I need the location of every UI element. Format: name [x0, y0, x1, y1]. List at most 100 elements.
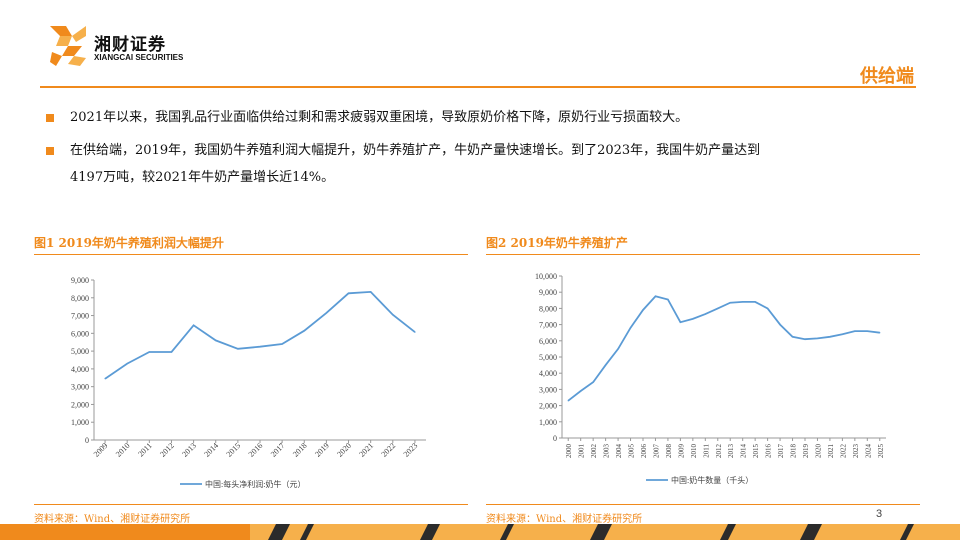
- data-point: [567, 400, 569, 402]
- x-tick-label: 2010: [114, 441, 132, 459]
- x-tick-label: 2019: [802, 444, 810, 459]
- y-tick-label: 9,000: [71, 276, 89, 285]
- x-tick-label: 2003: [603, 444, 611, 459]
- x-tick-label: 2023: [852, 444, 860, 459]
- data-point: [866, 330, 868, 332]
- x-tick-label: 2021: [357, 441, 375, 459]
- x-tick-label: 2021: [827, 444, 835, 459]
- y-tick-label: 1,000: [71, 418, 89, 427]
- data-point: [104, 378, 106, 380]
- y-tick-label: 1,000: [539, 418, 557, 427]
- x-tick-label: 2013: [180, 441, 198, 459]
- x-tick-label: 2012: [158, 441, 176, 459]
- data-point: [126, 362, 128, 365]
- series-line: [104, 290, 416, 380]
- data-point: [754, 301, 756, 303]
- data-point: [854, 330, 856, 332]
- data-point: [704, 313, 706, 315]
- y-tick-label: 9,000: [539, 288, 557, 297]
- data-point: [841, 333, 843, 335]
- x-tick-label: 2011: [702, 444, 710, 458]
- x-tick-label: 2007: [652, 444, 660, 459]
- data-point: [729, 302, 731, 304]
- data-point: [692, 318, 694, 320]
- source-1-divider: [34, 504, 468, 505]
- y-tick-label: 6,000: [539, 337, 557, 346]
- data-point: [829, 336, 831, 338]
- source-2-divider: [486, 504, 920, 505]
- chart-1: 0 1,000 2,000 3,000 4,000 5,000 6,000 7,000 8,00…: [71, 276, 426, 489]
- x-tick-label: 2020: [335, 441, 353, 459]
- y-tick-label: 5,000: [71, 347, 89, 356]
- data-point: [791, 336, 794, 338]
- data-point: [392, 314, 394, 316]
- x-tick-label: 2015: [225, 441, 243, 459]
- x-tick-label: 2018: [291, 441, 309, 459]
- y-tick-label: 8,000: [539, 304, 557, 313]
- y-tick-label: 3,000: [71, 383, 89, 392]
- data-point: [642, 309, 644, 311]
- data-point: [281, 343, 283, 345]
- y-tick-label: 7,000: [71, 312, 89, 321]
- bullet-square-icon: [46, 147, 54, 155]
- x-tick-label: 2005: [628, 444, 636, 459]
- data-point: [654, 295, 657, 297]
- x-tick-label: 2014: [202, 441, 220, 459]
- legend-label: 中国:每头净利润:奶牛（元）: [205, 479, 305, 489]
- brand-logo: 湘财证券 XIANGCAI SECURITIES: [46, 22, 206, 70]
- data-point: [259, 346, 261, 348]
- x-tick-label: 2000: [565, 444, 573, 459]
- bullet-item: 2021年以来，我国乳品行业面临供给过剩和需求疲弱双重困境，导致原奶价格下降，原…: [46, 104, 916, 131]
- chart-2: 0 1,000 2,000 3,000 4,000 5,000 6,000 7,000 8,00…: [535, 272, 886, 485]
- bullet-text-line: 4197万吨，较2021年牛奶产量增长近14%。: [70, 170, 335, 185]
- y-tick-label: 0: [85, 436, 89, 445]
- data-point: [879, 332, 881, 334]
- bullet-item: 在供给端，2019年，我国奶牛养殖利润大幅提升，奶牛养殖扩产，牛奶产量快速增长。…: [46, 137, 916, 191]
- figure-1-source: 资料来源：Wind、湘财证券研究所: [34, 514, 191, 525]
- y-tick-label: 7,000: [539, 321, 557, 330]
- y-tick-label: 0: [553, 434, 557, 443]
- y-tick-label: 4,000: [539, 369, 557, 378]
- x-tick-label: 2022: [380, 441, 398, 459]
- data-point: [717, 307, 719, 309]
- data-point: [742, 301, 744, 303]
- data-point: [629, 327, 632, 329]
- data-point: [592, 381, 594, 383]
- data-point: [580, 390, 582, 392]
- bullet-square-icon: [46, 114, 54, 122]
- figure-2-source: 资料来源：Wind、湘财证券研究所: [486, 514, 643, 525]
- x-tick-label: 2024: [864, 444, 872, 459]
- x-tick-label: 2015: [752, 444, 760, 459]
- y-tick-label: 3,000: [539, 385, 557, 394]
- x-tick-label: 2011: [136, 441, 153, 458]
- xiangcai-logo-icon: [50, 26, 86, 66]
- x-tick-label: 2006: [640, 444, 648, 459]
- series-line: [567, 295, 880, 402]
- data-point: [237, 348, 239, 350]
- x-tick-label: 2025: [877, 444, 885, 459]
- x-tick-label: 2018: [790, 444, 798, 459]
- x-tick-label: 2010: [690, 444, 698, 459]
- x-tick-label: 2022: [839, 444, 847, 459]
- data-point: [193, 324, 195, 326]
- bullet-list: 2021年以来，我国乳品行业面临供给过剩和需求疲弱双重困境，导致原奶价格下降，原…: [46, 104, 916, 197]
- brand-name-cn: 湘财证券: [94, 35, 166, 55]
- x-tick-label: 2016: [765, 444, 773, 459]
- y-tick-label: 10,000: [535, 272, 557, 281]
- y-tick-label: 5,000: [539, 353, 557, 362]
- x-tick-label: 2017: [269, 441, 287, 459]
- y-tick-label: 4,000: [71, 365, 89, 374]
- figure-1-divider: [34, 254, 468, 255]
- data-point: [605, 364, 607, 366]
- y-tick-label: 2,000: [539, 402, 557, 411]
- data-point: [816, 337, 819, 339]
- data-point: [325, 312, 327, 314]
- data-point: [617, 348, 619, 350]
- figure-2-title: 图2 2019年奶牛养殖扩产: [486, 236, 628, 250]
- x-tick-label: 2012: [715, 444, 723, 459]
- bullet-text: 2021年以来，我国乳品行业面临供给过剩和需求疲弱双重困境，导致原奶价格下降，原…: [70, 110, 689, 125]
- bullet-text-line: 在供给端，2019年，我国奶牛养殖利润大幅提升，奶牛养殖扩产，牛奶产量快速增长。…: [70, 143, 761, 158]
- x-tick-label: 2002: [590, 444, 598, 459]
- data-point: [779, 324, 781, 326]
- footer-stripe-bar: [0, 524, 960, 540]
